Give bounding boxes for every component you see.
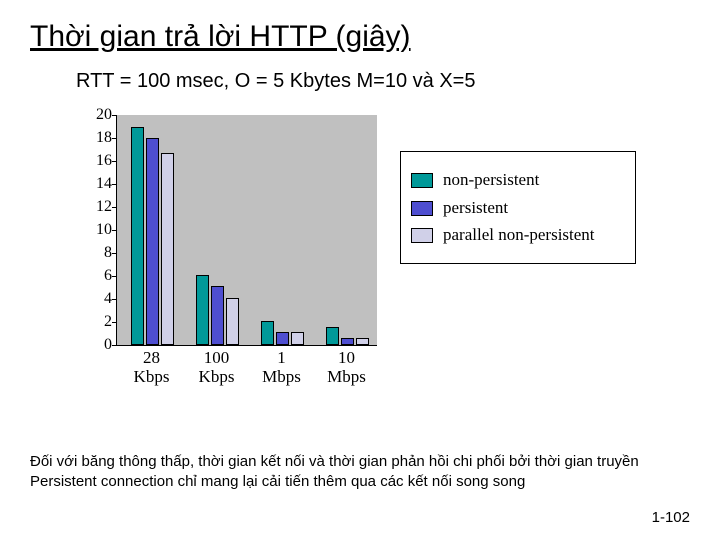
y-tick-mark	[112, 322, 116, 323]
page-number: 1-102	[652, 509, 690, 526]
legend-swatch	[411, 173, 433, 188]
bar-non-persistent	[131, 127, 144, 346]
chart-legend: non-persistent persistent parallel non-per…	[400, 151, 636, 264]
y-tick-label: 18	[82, 129, 112, 147]
bar-parallel-non-persistent	[161, 153, 174, 345]
legend-item: non-persistent	[411, 170, 625, 190]
y-tick-mark	[112, 207, 116, 208]
y-tick-label: 0	[82, 336, 112, 354]
bar-persistent	[276, 332, 289, 345]
y-tick-label: 4	[82, 290, 112, 308]
y-tick-label: 2	[82, 313, 112, 331]
x-tick-label: 28Kbps	[126, 349, 178, 386]
bar-persistent	[146, 138, 159, 345]
bar-non-persistent	[261, 321, 274, 345]
y-tick-mark	[112, 299, 116, 300]
y-tick-mark	[112, 161, 116, 162]
legend-item: parallel non-persistent	[411, 225, 625, 245]
legend-swatch	[411, 201, 433, 216]
x-tick-label: 1Mbps	[256, 349, 308, 386]
caption-line-2: Persistent connection chỉ mang lại cải t…	[30, 473, 525, 490]
chart-area: 0 2 4 6 8 10 12 14 16 18 20 28Kbps 100Kbps 1Mbps 10Mb…	[76, 105, 636, 385]
slide-subtitle: RTT = 100 msec, O = 5 Kbytes M=10 và X=5	[76, 70, 690, 93]
y-tick-mark	[112, 115, 116, 116]
y-tick-mark	[112, 184, 116, 185]
y-tick-mark	[112, 253, 116, 254]
bar-persistent	[211, 286, 224, 345]
bar-non-persistent	[196, 275, 209, 345]
y-tick-mark	[112, 138, 116, 139]
bar-parallel-non-persistent	[291, 332, 304, 345]
y-tick-mark	[112, 345, 116, 346]
y-tick-label: 16	[82, 152, 112, 170]
bar-persistent	[341, 338, 354, 345]
y-tick-label: 8	[82, 244, 112, 262]
bar-parallel-non-persistent	[226, 298, 239, 345]
x-tick-label: 100Kbps	[191, 349, 243, 386]
caption-line-1: Đối với băng thông thấp, thời gian kết n…	[30, 453, 639, 470]
y-tick-label: 10	[82, 221, 112, 239]
legend-label: persistent	[443, 198, 508, 218]
y-tick-label: 20	[82, 106, 112, 124]
slide-title: Thời gian trả lời HTTP (giây)	[30, 20, 690, 54]
legend-label: parallel non-persistent	[443, 225, 595, 245]
y-tick-mark	[112, 276, 116, 277]
y-tick-label: 12	[82, 198, 112, 216]
slide-caption: Đối với băng thông thấp, thời gian kết n…	[30, 452, 690, 493]
chart-plot	[116, 115, 377, 346]
y-tick-label: 14	[82, 175, 112, 193]
legend-item: persistent	[411, 198, 625, 218]
bar-parallel-non-persistent	[356, 338, 369, 345]
bar-non-persistent	[326, 327, 339, 345]
legend-swatch	[411, 228, 433, 243]
legend-label: non-persistent	[443, 170, 539, 190]
x-tick-label: 10Mbps	[321, 349, 373, 386]
y-tick-label: 6	[82, 267, 112, 285]
y-tick-mark	[112, 230, 116, 231]
